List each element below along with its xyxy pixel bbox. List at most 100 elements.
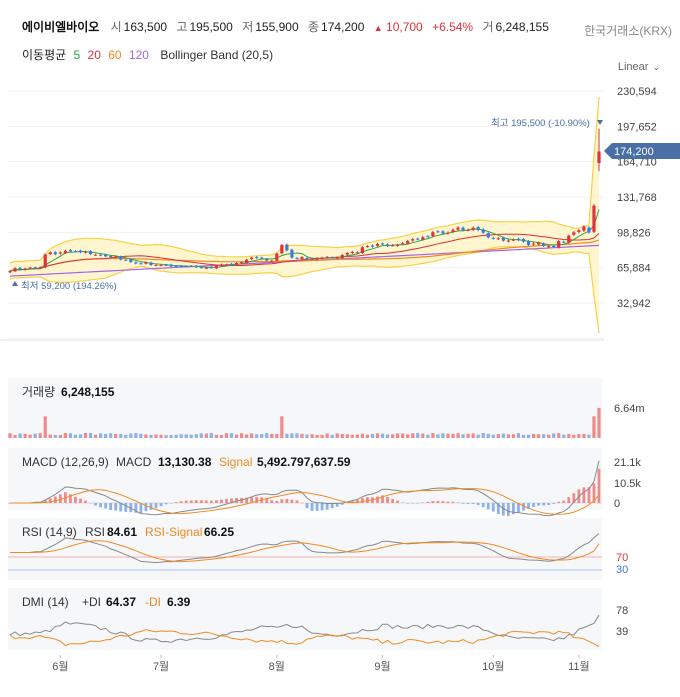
volume-bar [78, 434, 83, 438]
ma120-legend[interactable]: 120 [128, 48, 149, 62]
volume-bar [270, 433, 274, 438]
macd-histogram-bar [476, 503, 480, 505]
candle-body [169, 264, 173, 267]
candle-body [23, 268, 27, 270]
volume-bar [325, 433, 329, 438]
candle-body [370, 245, 375, 247]
macd-histogram-bar [250, 497, 254, 503]
ma60-legend[interactable]: 60 [108, 48, 122, 62]
candle-body [310, 258, 314, 260]
bollinger-legend[interactable]: Bollinger Band (20,5) [160, 48, 274, 62]
volume-bar [416, 432, 420, 438]
volume-bar [174, 434, 178, 438]
volume-bar [456, 433, 460, 438]
candle-body [275, 253, 279, 261]
volume-bar [375, 433, 380, 438]
volume-bar [164, 435, 168, 438]
macd-histogram-bar [69, 494, 72, 503]
macd-histogram-bar [486, 503, 490, 510]
macd-histogram-bar [506, 503, 510, 517]
candle-body [416, 238, 420, 240]
candle-body [99, 254, 103, 256]
candle-body [119, 256, 123, 260]
macd-panel-bg [8, 448, 602, 510]
macd-histogram-bar [512, 503, 515, 515]
bollinger-band-fill [10, 97, 599, 333]
volume-bar [597, 407, 601, 438]
candle-body [209, 267, 213, 269]
macd-histogram-bar [471, 503, 475, 504]
volume-bar [300, 433, 304, 438]
macd-signal-value: 5,492.797,637.59 [257, 455, 351, 469]
volume-bar [224, 433, 229, 438]
candle-body [320, 257, 324, 259]
macd-histogram-bar [184, 500, 188, 503]
candle-body [401, 243, 405, 245]
scale-toggle-button[interactable]: Linear ⌄ [618, 61, 660, 73]
volume-bar [426, 434, 430, 438]
candle-body [516, 238, 521, 240]
volume-bar [134, 433, 138, 438]
macd-histogram-bar [174, 502, 178, 503]
macd-histogram-bar [401, 502, 405, 503]
macd-histogram-bar [330, 503, 334, 509]
macd-histogram-bar [74, 496, 77, 503]
candle-body [531, 243, 536, 245]
volume-bar [219, 435, 224, 438]
candle-body [587, 227, 591, 233]
rsi-level-70: 70 [616, 552, 628, 564]
volume-bar [154, 434, 158, 438]
volume-bar [99, 433, 103, 438]
volume-panel-value: 6,248,155 [61, 385, 115, 399]
candle-body [114, 256, 118, 258]
volume-bar [209, 432, 213, 438]
volume-bar [109, 433, 113, 438]
macd-histogram-bar [179, 501, 183, 503]
low-label: 저 [242, 20, 254, 34]
candle-body [149, 262, 153, 266]
candle-body [436, 231, 440, 233]
macd-histogram-bar [159, 503, 163, 507]
candle-body [189, 265, 193, 267]
candle-body [83, 251, 88, 253]
price-y-tick: 98,826 [617, 227, 651, 239]
candle-body [471, 227, 475, 230]
volume-bar [265, 433, 269, 438]
macd-histogram-bar [340, 503, 344, 505]
ma-legend: 이동평균 5 20 60 120 Bollinger Band (20,5) [22, 46, 277, 63]
volume-bar [295, 433, 299, 438]
candle-body [335, 257, 339, 259]
volume-bar [184, 434, 188, 438]
macd-histogram-bar [557, 501, 561, 503]
volume-bar [436, 434, 440, 438]
volume-bar [340, 434, 344, 438]
macd-histogram-bar [164, 503, 168, 505]
candle-body [396, 244, 400, 246]
ma5-legend[interactable]: 5 [73, 48, 81, 62]
macd-histogram-bar [572, 493, 576, 503]
volume-bar [43, 416, 47, 438]
candle-body [552, 246, 556, 248]
candle-body [542, 243, 546, 246]
ma5-line [9, 209, 600, 272]
candle-body [421, 237, 425, 240]
high-value: 195,500 [189, 20, 233, 34]
macd-y-tick-1: 21.1k [614, 457, 641, 469]
macd-histogram-bar [109, 503, 113, 511]
candle-body [219, 264, 224, 266]
macd-histogram-bar [537, 503, 540, 506]
candle-body [245, 259, 249, 263]
candle-body [557, 241, 561, 248]
minus-di-label: -DI [145, 595, 161, 609]
volume-bar [335, 433, 339, 438]
price-y-tick: 197,652 [617, 121, 657, 133]
candle-body [53, 252, 57, 255]
macd-histogram-bar [315, 503, 319, 511]
macd-histogram-bar [386, 496, 389, 503]
volume-bar [461, 434, 465, 438]
ma20-legend[interactable]: 20 [87, 48, 101, 62]
candle-body [124, 259, 128, 261]
scale-label: Linear [617, 61, 649, 73]
candle-body [466, 229, 470, 231]
